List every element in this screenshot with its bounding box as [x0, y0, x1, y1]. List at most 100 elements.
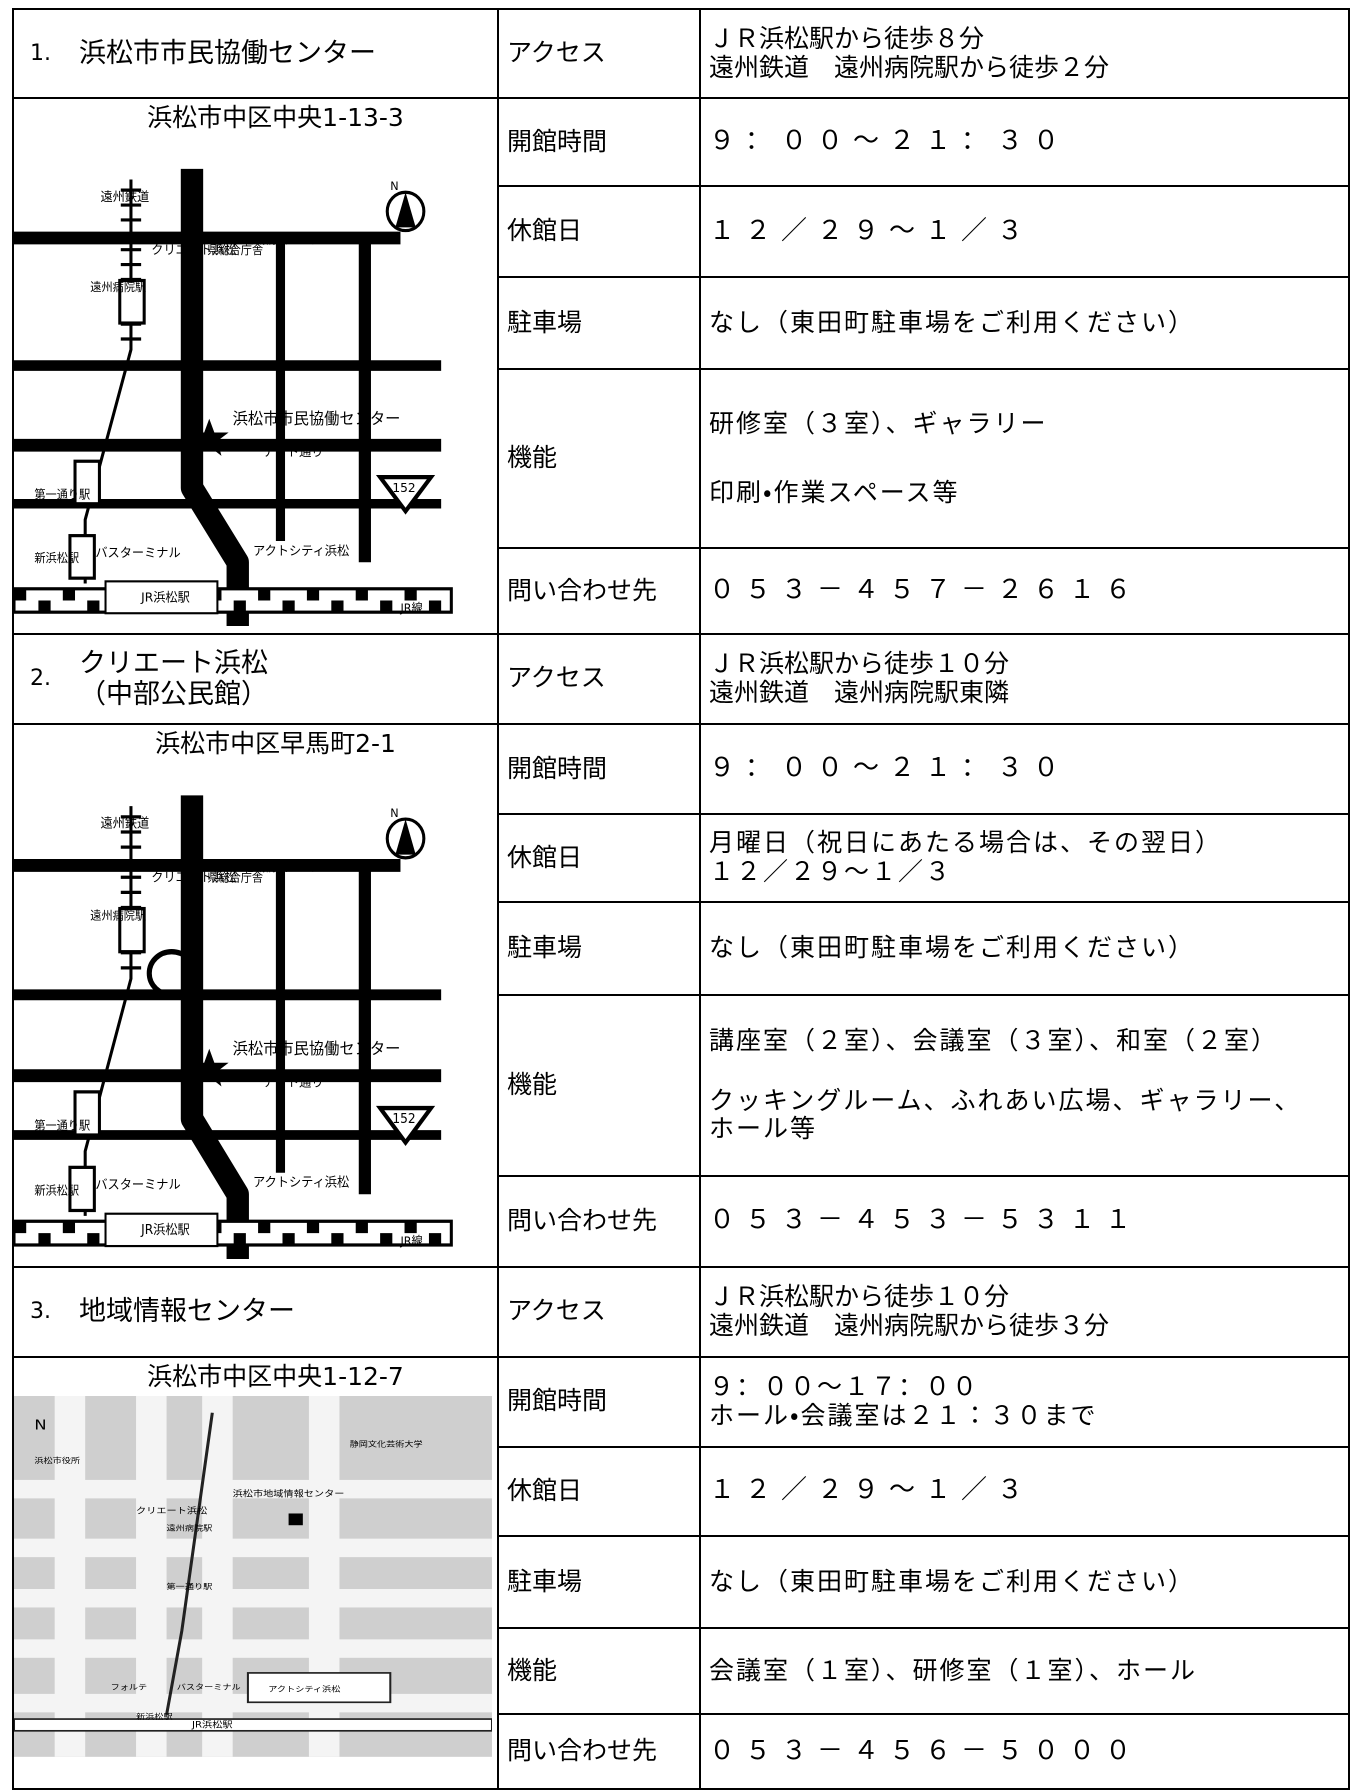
map-label: アクト通り: [263, 1074, 323, 1089]
value-line: ホール等: [709, 1114, 818, 1144]
info-row: 機能 講座室（２室）、会議室（３室）、和室（２室） クッキングルーム、ふれあい広場、…: [13, 994, 1350, 1178]
map-label: JR浜松駅: [191, 1719, 233, 1730]
map-cell: 浜松市中区早馬町2-1 N 遠州鉄道 遠州病院駅 クリエート浜松 県総合庁舎 地域情報センタ…: [12, 722, 499, 1268]
value-line: ０５３－４５３－５３１１: [709, 1205, 1142, 1236]
paragraphs: １２／２９～１／３: [709, 1449, 1340, 1534]
access-line: 遠州鉄道 遠州病院駅東隣: [709, 677, 1010, 707]
map-label: 152: [392, 480, 415, 495]
jr-check: [15, 588, 27, 601]
map-label: 遠州病院駅: [90, 280, 146, 294]
row-value: ９：００～２１：３０: [699, 722, 1350, 816]
station: [73, 1090, 101, 1137]
row-label: 休館日: [497, 1446, 701, 1537]
map-label: 浜松市市民協働センター: [233, 1038, 401, 1058]
row-label: 開館時間: [497, 1355, 701, 1449]
paragraphs: 会議室（１室）、研修室（１室）、ホール: [709, 1630, 1340, 1712]
row-label: 開館時間: [497, 722, 701, 816]
map-label: 県総合庁舎: [207, 870, 263, 884]
paragraphs: ０５３－４５７－２６１６: [709, 550, 1340, 631]
map-label: N: [390, 805, 398, 819]
jr-check: [233, 1232, 246, 1245]
row-label: 休館日: [497, 185, 701, 278]
map-label: 浜松市市民協働センター: [233, 410, 401, 428]
route-sign: [375, 475, 436, 515]
star: [189, 418, 229, 456]
paragraph: ９：００～２１：３０: [709, 753, 1340, 784]
row-label: 問い合わせ先: [497, 1712, 701, 1790]
info-row: 問い合わせ先 ０５３－４５７－２６１６: [13, 547, 1350, 635]
access-label: アクセス: [497, 8, 701, 99]
map-label: 第一通り駅: [34, 487, 90, 501]
street: [15, 1538, 492, 1557]
address: 浜松市中区中央1-12-7: [147, 1361, 404, 1391]
access-line: 遠州鉄道 遠州病院駅から徒歩２分: [709, 52, 1110, 82]
row-value: ９：００～１７：００ ホール・会議室は２１：３０まで: [699, 1355, 1350, 1449]
jr-check: [87, 1232, 100, 1245]
jr-check: [258, 588, 271, 601]
info-row: 問い合わせ先 ０５３－４５３－５３１１: [13, 1175, 1350, 1268]
map-label: 浜松市地域情報センター: [233, 1488, 345, 1499]
jr-check: [38, 1232, 51, 1245]
facility-table: 1. 浜松市市民協働センター アクセス ＪＲ浜松駅から徒歩８分 遠州鉄道 遠州病院駅から…: [12, 8, 1350, 1790]
access-label: アクセス: [497, 1265, 701, 1358]
paragraph: ９：００～２１：３０: [709, 126, 1340, 157]
paragraph: なし（東田町駐車場をご利用ください）: [709, 308, 1340, 338]
value-line: なし（東田町駐車場をご利用ください）: [709, 933, 1196, 962]
facility-name-cell: 1. 浜松市市民協働センター: [12, 8, 499, 99]
station: [68, 1165, 96, 1212]
info-row: 浜松市中区早馬町2-1 N 遠州鉄道 遠州病院駅 クリエート浜松 県総合庁舎 地域情報センタ…: [12, 722, 1350, 1268]
facility-heading: 2. クリエート浜松 （中部公民館）: [22, 648, 489, 710]
map-label: 第一通り駅: [167, 1581, 213, 1590]
info-row: 駐車場 なし（東田町駐車場をご利用ください）: [13, 275, 1350, 371]
jr-check: [306, 1221, 320, 1233]
paragraph: １２／２９～１／３: [709, 1475, 1340, 1506]
map-label: N: [34, 1416, 46, 1432]
map-label: 遠州病院駅: [90, 908, 146, 922]
paragraphs: 講座室（２室）、会議室（３室）、和室（２室） クッキングルーム、ふれあい広場、ギャ…: [709, 997, 1340, 1174]
map-label: 静岡文化芸術大学: [350, 1439, 423, 1448]
map-label: 遠州鉄道: [100, 189, 149, 204]
jr-check: [404, 1221, 417, 1233]
map-label: バスターミナル: [95, 545, 180, 560]
station: [118, 906, 146, 954]
value-line: ９：００～２１：３０: [709, 126, 1070, 157]
value-line: 印刷・作業スペース等: [709, 477, 960, 507]
jr-check: [380, 1232, 393, 1245]
highlight-circle: [146, 948, 197, 998]
act-city: [246, 1671, 392, 1703]
access-line: ＪＲ浜松駅から徒歩１０分: [709, 1281, 1010, 1311]
value-line: クッキングルーム、ふれあい広場、ギャラリー、: [709, 1085, 1302, 1115]
street: [15, 1638, 492, 1658]
map-label: JR浜松駅: [140, 1222, 190, 1237]
map-label: バスターミナル: [177, 1682, 241, 1691]
paragraph: 月曜日（祝日にあたる場合は、その翌日） １２／２９～１／３: [709, 828, 1340, 887]
building: [232, 549, 243, 561]
jr-check: [355, 1221, 368, 1233]
jr-check: [62, 588, 76, 601]
jr-check: [428, 1232, 442, 1245]
facility-heading: 3. 地域情報センター: [22, 1296, 489, 1327]
map-label: クリエート浜松: [151, 869, 237, 884]
jr-check: [306, 588, 320, 601]
paragraph: クッキングルーム、ふれあい広場、ギャラリー、 ホール等: [709, 1085, 1340, 1145]
building: [232, 1181, 243, 1192]
paragraph: ０５３－４５３－５３１１: [709, 1205, 1340, 1236]
info-row: 休館日 月曜日（祝日にあたる場合は、その翌日） １２／２９～１／３: [13, 813, 1350, 903]
street: [15, 1479, 492, 1498]
value-line: 講座室（２室）、会議室（３室）、和室（２室）: [709, 1025, 1279, 1055]
map-label: 第一通り駅: [34, 1118, 90, 1132]
map-label: 新浜松駅: [34, 551, 79, 565]
jr-check: [282, 600, 295, 613]
info-row: 問い合わせ先 ０５３－４５６－５０００: [13, 1712, 1350, 1790]
jr-check: [38, 600, 51, 613]
jr-check: [428, 600, 442, 613]
map-label: フォルテ: [111, 1682, 148, 1691]
facility-number: 3.: [30, 1298, 51, 1324]
paragraphs: ０５３－４５３－５３１１: [709, 1178, 1340, 1264]
facility-heading: 1. 浜松市市民協働センター: [22, 38, 489, 69]
map-label: アクト通り: [263, 444, 323, 459]
route-sign: [375, 1105, 436, 1146]
map-label: 新浜松駅: [136, 1711, 173, 1720]
